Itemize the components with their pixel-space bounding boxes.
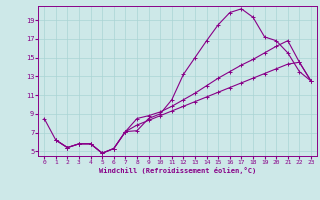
X-axis label: Windchill (Refroidissement éolien,°C): Windchill (Refroidissement éolien,°C) — [99, 167, 256, 174]
